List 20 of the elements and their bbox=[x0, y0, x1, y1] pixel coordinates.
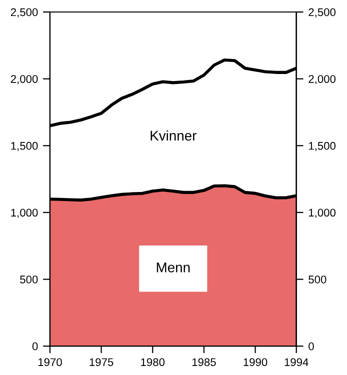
series-label: Kvinner bbox=[150, 130, 196, 141]
y-tick-label: 0 bbox=[32, 342, 38, 350]
y-tick-label: 2,000 bbox=[10, 75, 38, 84]
y2-tick-label: 1,000 bbox=[308, 208, 336, 218]
y-tick-label: 2,500 bbox=[10, 8, 38, 18]
x-tick-label: 1970 bbox=[38, 358, 62, 366]
x-tick-label: 1990 bbox=[244, 358, 268, 366]
y2-tick-label: 500 bbox=[308, 276, 326, 284]
y-tick-label: 1,000 bbox=[11, 208, 38, 218]
y2-tick-label: 2,500 bbox=[308, 8, 336, 18]
x-tick-label: 1980 bbox=[141, 358, 165, 366]
x-tick-label: 1985 bbox=[192, 358, 216, 366]
series-label: Menn bbox=[156, 262, 190, 272]
y2-tick-label: 1,500 bbox=[308, 142, 336, 152]
x-tick-label: 1975 bbox=[90, 358, 114, 366]
y2-tick-label: 0 bbox=[308, 342, 314, 350]
x-tick-label: 1994 bbox=[284, 358, 308, 366]
y2-tick-label: 2,000 bbox=[308, 75, 336, 84]
y-tick-label: 1,500 bbox=[11, 142, 38, 152]
y-tick-label: 500 bbox=[20, 276, 38, 284]
